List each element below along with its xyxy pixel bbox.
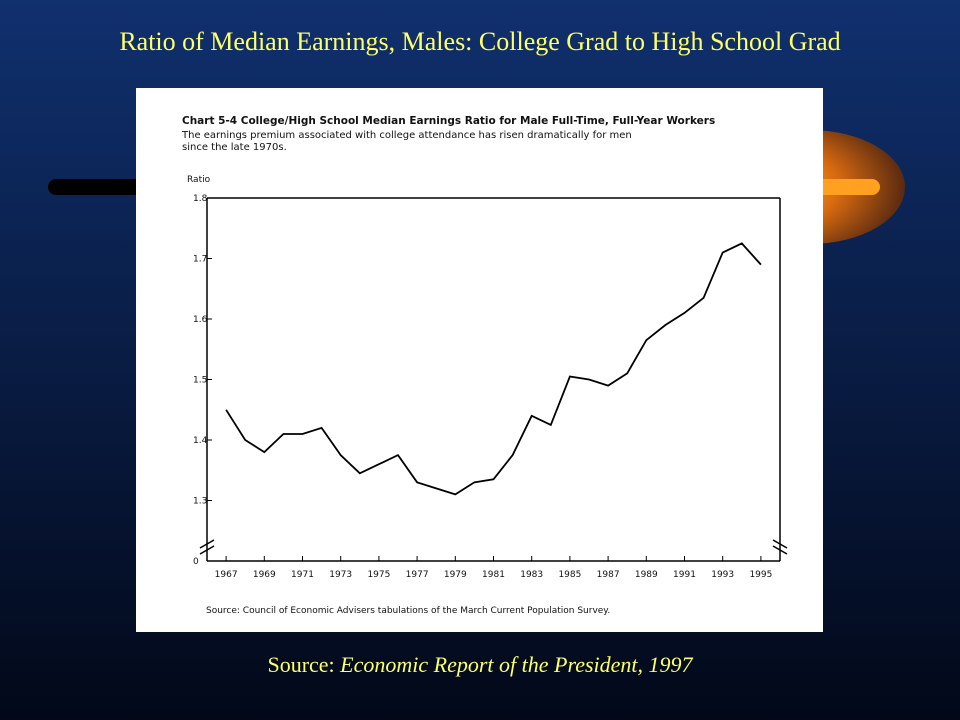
- data-line: [225, 242, 762, 496]
- x-tick-label: 1979: [444, 570, 467, 580]
- chart-subtitle: The earnings premium associated with col…: [181, 130, 632, 141]
- x-tick-label: 1993: [711, 570, 734, 580]
- source-text: Economic Report of the President, 1997: [339, 652, 693, 677]
- chart-title: Chart 5-4 College/High School Median Ear…: [182, 115, 715, 127]
- y-tick-label: 1.5: [193, 376, 207, 386]
- x-tick-label: 1989: [635, 570, 658, 580]
- y-tick-label: 1.4: [193, 436, 208, 446]
- x-tick-label: 1977: [406, 570, 429, 580]
- y-axis-label: Ratio: [187, 175, 211, 185]
- x-tick-label: 1991: [673, 570, 696, 580]
- x-tick-label: 1983: [520, 570, 543, 580]
- source-label: Source:: [267, 652, 334, 677]
- x-tick-label: 1987: [597, 570, 620, 580]
- x-tick-label: 1975: [367, 570, 390, 580]
- x-tick-label: 1995: [749, 570, 772, 580]
- y-tick-label: 1.3: [193, 497, 207, 507]
- x-tick-label: 1969: [253, 570, 276, 580]
- y-tick-label: 0: [193, 557, 199, 567]
- x-tick-label: 1981: [482, 570, 505, 580]
- x-tick-label: 1985: [558, 570, 581, 580]
- axis-break: [199, 539, 788, 555]
- x-tick-label: 1973: [329, 570, 352, 580]
- chart-subtitle: since the late 1970s.: [182, 142, 287, 153]
- chart-note: Source: Council of Economic Advisers tab…: [206, 606, 610, 616]
- x-tick-label: 1967: [215, 570, 238, 580]
- x-tick-label: 1971: [291, 570, 314, 580]
- y-tick-label: 1.8: [193, 194, 208, 204]
- y-tick-label: 1.6: [193, 315, 208, 325]
- slide-source: Source: Economic Report of the President…: [267, 652, 693, 677]
- y-tick-label: 1.7: [193, 255, 207, 265]
- slide-title: Ratio of Median Earnings, Males: College…: [119, 27, 840, 56]
- chart-panel: [136, 88, 823, 632]
